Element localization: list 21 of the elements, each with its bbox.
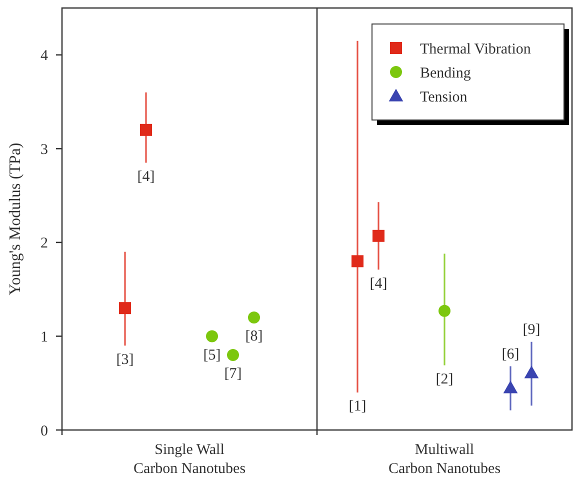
annotation: [2]	[436, 372, 454, 388]
y-tick-label: 3	[40, 142, 48, 158]
annotation: [8]	[245, 328, 263, 345]
legend-label: Tension	[420, 89, 468, 106]
annotation: [4]	[370, 276, 388, 292]
y-tick-label: 4	[40, 48, 48, 64]
annotation: [7]	[224, 366, 242, 382]
y-tick-label: 2	[40, 236, 48, 252]
annotation: [9]	[522, 322, 540, 338]
annotation: [1]	[348, 398, 366, 415]
annotation: [6]	[502, 346, 520, 362]
annotation: [3]	[116, 352, 134, 368]
legend-label: Bending	[420, 65, 472, 82]
y-tick-label: 0	[40, 423, 48, 440]
y-tick-label: 1	[40, 329, 48, 346]
annotation: [5]	[203, 347, 221, 364]
x-tick-label: Single Wall Carbon Nanotubes	[133, 442, 246, 477]
legend-label: Thermal Vibration	[420, 41, 532, 58]
y-axis-title: Young's Modulus (TPa)	[7, 142, 24, 296]
annotation: [4]	[137, 168, 155, 185]
x-tick-label: Multiwall Carbon Nanotubes	[388, 442, 501, 477]
